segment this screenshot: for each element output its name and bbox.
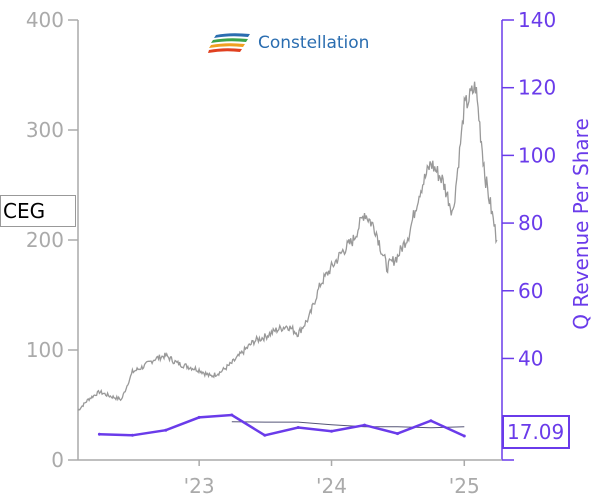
price-line [77,81,498,411]
revenue-point [462,434,466,438]
revenue-point [97,432,101,436]
right-axis-title: Q Revenue Per Share [569,118,593,330]
ticker-label: CEG [0,195,76,227]
x-axis: '23 '24 '25 [78,459,502,498]
left-tick-label: 100 [26,338,64,362]
logo-text: Constellation [258,33,370,53]
revenue-point [363,423,367,427]
x-tick-label: '23 [184,474,215,498]
plot-area [77,81,498,438]
left-tick-label: 0 [51,448,64,472]
revenue-point [197,415,201,419]
x-tick-label: '24 [316,474,347,498]
last-value-label: 17.09 [502,415,570,449]
right-tick-label: 80 [518,211,543,235]
right-tick-label: 60 [518,279,543,303]
left-y-axis: 0 100 200 300 400 [26,8,79,472]
right-tick-label: 40 [518,346,543,370]
right-tick-label: 100 [518,143,556,167]
revenue-point [429,419,433,423]
revenue-point [263,433,267,437]
company-logo: Constellation [208,28,369,58]
right-tick-label: 140 [518,8,556,32]
revenue-point [396,432,400,436]
left-tick-label: 400 [26,8,64,32]
revenue-point [296,426,300,430]
right-y-axis: 40 60 80 100 120 140 [501,8,556,461]
right-tick-label: 120 [518,76,556,100]
left-tick-label: 200 [26,228,64,252]
x-tick-label: '25 [449,474,480,498]
revenue-point [230,413,234,417]
revenue-line [99,413,465,438]
left-tick-label: 300 [26,118,64,142]
revenue-point [130,433,134,437]
constellation-swoosh-icon [208,33,250,53]
revenue-point [330,429,334,433]
revenue-point [164,428,168,432]
revenue-average-line [231,421,465,429]
